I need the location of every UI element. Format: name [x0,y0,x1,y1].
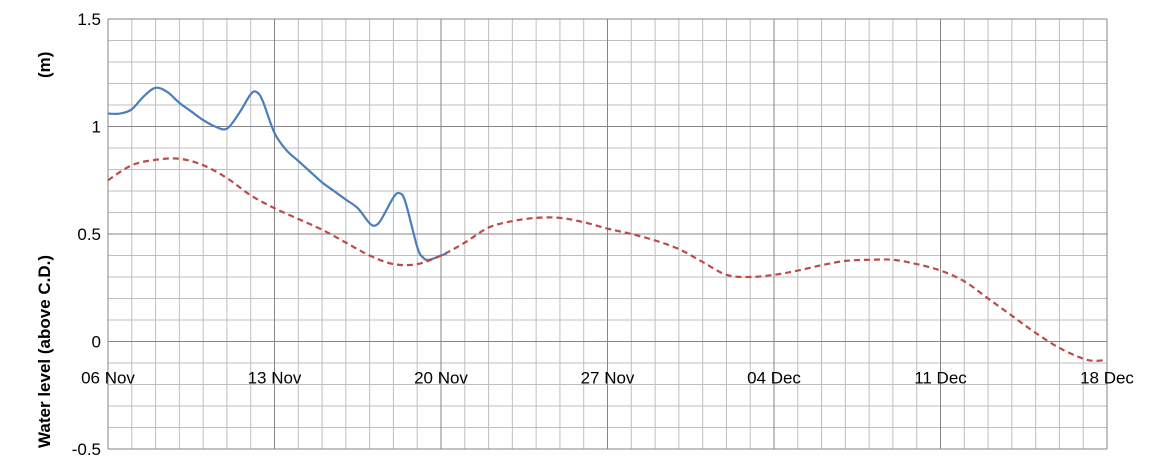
x-tick-label: 11 Dec [914,369,967,388]
y-axis-unit: (m) [35,52,54,78]
y-tick-label: 1.5 [77,10,101,29]
y-tick-label: 0 [92,333,101,352]
series-line-dashed [107,157,1108,362]
x-axis-tick-labels: 06 Nov 13 Nov 20 Nov 27 Nov 04 Dec 11 Dec 18 D… [81,369,1134,388]
y-axis-tick-labels: -0.5 0 0.5 1 1.5 [72,10,101,459]
x-tick-label: 27 Nov [581,369,635,388]
y-axis-title-group: Water level (above C.D.) (m) [35,52,54,448]
x-tick-label: 20 Nov [414,369,468,388]
y-axis-title: Water level (above C.D.) [35,255,54,448]
x-tick-label: 04 Dec [747,369,801,388]
y-tick-label: 1 [92,118,101,137]
series-layer [107,86,1108,362]
y-tick-label: -0.5 [72,440,101,459]
major-gridlines [107,18,1108,450]
x-tick-label: 13 Nov [248,369,302,388]
y-tick-label: 0.5 [77,225,101,244]
series-line-solid [107,86,448,262]
x-tick-label: 06 Nov [81,369,135,388]
x-tick-label: 18 Dec [1080,369,1134,388]
